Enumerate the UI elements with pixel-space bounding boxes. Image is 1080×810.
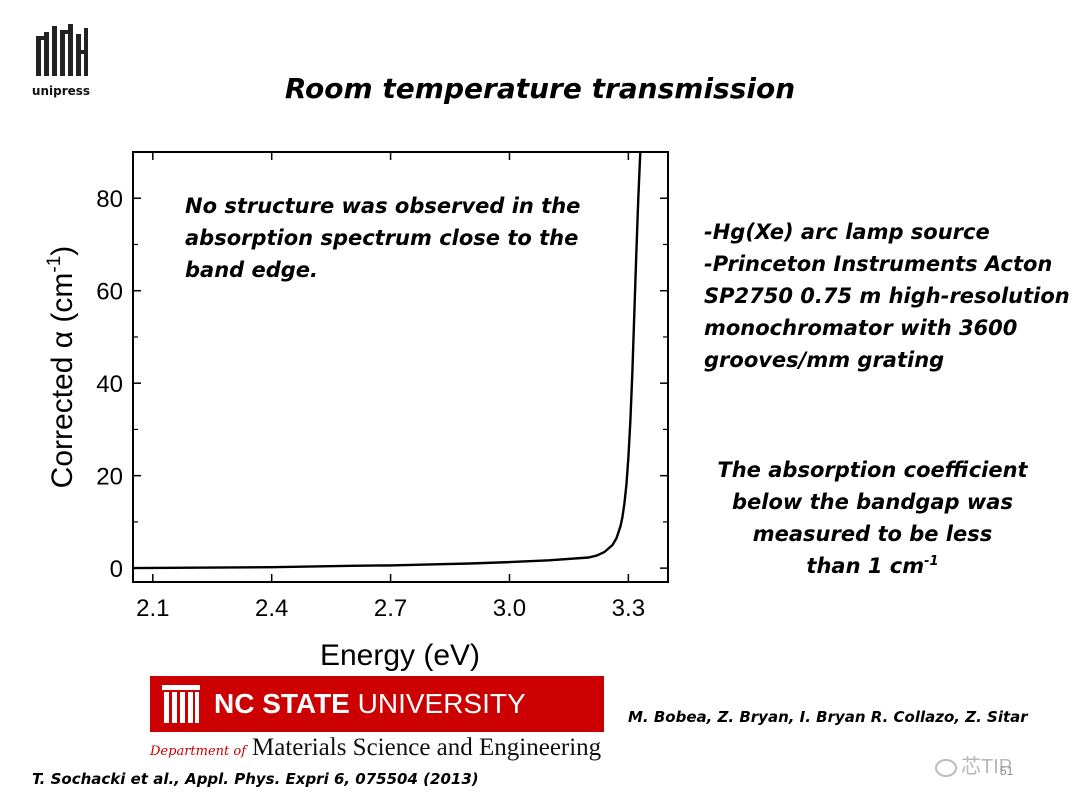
y-axis-label: Corrected α (cm-1) — [44, 246, 79, 489]
ncsu-building-icon — [162, 685, 200, 723]
annotation-line: absorption spectrum close to the — [185, 226, 579, 250]
y-tick-label: 80 — [96, 186, 123, 213]
watermark: 芯TIP — [935, 750, 1012, 779]
equipment-line: SP2750 0.75 m high-resolution — [704, 284, 1070, 308]
y-axis-label-main: Corrected α (cm — [46, 273, 79, 489]
department-prefix: Department of — [150, 744, 247, 759]
y-axis-label-tail: ) — [46, 246, 79, 256]
x-tick-label: 2.4 — [255, 595, 288, 622]
x-axis-ticks: 2.1 2.4 2.7 3.0 3.3 — [136, 152, 645, 622]
absorption-line: The absorption coefficient — [717, 458, 1028, 482]
department-title: Materials Science and Engineering — [252, 734, 602, 761]
page-number: 51 — [1000, 764, 1014, 778]
absorption-line: measured to be less — [752, 522, 993, 546]
chart-annotation: No structure was observed in the absorpt… — [185, 190, 605, 286]
plot-frame — [132, 151, 669, 583]
absorption-last-line: than 1 cm — [806, 554, 925, 578]
university-name-bold: NC STATE — [214, 688, 350, 719]
x-tick-label: 3.3 — [612, 595, 645, 622]
ncsu-banner: NC STATE UNIVERSITY — [150, 676, 604, 732]
university-name: NC STATE UNIVERSITY — [214, 688, 526, 720]
absorption-unit-sup: -1 — [924, 554, 939, 569]
equipment-line: grooves/mm grating — [704, 348, 945, 372]
x-tick-label: 2.7 — [374, 595, 407, 622]
annotation-line: band edge. — [185, 258, 319, 282]
author-list: M. Bobea, Z. Bryan, I. Bryan R. Collazo,… — [628, 708, 1028, 726]
absorption-line: below the bandgap was — [732, 490, 1013, 514]
logo-text: unipress — [31, 84, 91, 98]
y-tick-label: 20 — [96, 464, 123, 491]
x-tick-label: 2.1 — [136, 595, 169, 622]
x-axis-label: Energy (eV) — [320, 639, 480, 672]
wechat-icon — [935, 758, 957, 777]
university-name-rest: UNIVERSITY — [349, 688, 526, 719]
x-tick-label: 3.0 — [493, 595, 526, 622]
y-axis-ticks: 0 20 40 60 80 — [96, 151, 668, 583]
unipress-logo-icon — [36, 24, 88, 76]
absorption-note: The absorption coefficient below the ban… — [700, 454, 1045, 582]
equipment-line: -Princeton Instruments Acton — [704, 252, 1053, 276]
equipment-list: -Hg(Xe) arc lamp source -Princeton Instr… — [704, 216, 1070, 376]
equipment-line: monochromator with 3600 — [704, 316, 1018, 340]
absorption-line: than 1 cm-1 — [700, 550, 1045, 582]
y-axis-label-sup: -1 — [44, 256, 65, 273]
annotation-line: No structure was observed in the — [185, 194, 581, 218]
equipment-line: -Hg(Xe) arc lamp source — [704, 220, 990, 244]
absorption-curve — [132, 151, 642, 570]
y-tick-label: 40 — [96, 371, 123, 398]
y-tick-label: 0 — [110, 556, 123, 583]
reference-citation: T. Sochacki et al., Appl. Phys. Expri 6,… — [32, 770, 479, 788]
y-tick-label: 60 — [96, 279, 123, 306]
absorption-chart: 2.1 2.4 2.7 3.0 3.3 0 20 40 60 80 Energy (eV) Co… — [44, 151, 669, 672]
department-name: Department of Materials Science and Engin… — [150, 734, 601, 762]
watermark-text: 芯TIP — [961, 756, 1013, 778]
slide-title: Room temperature transmission — [284, 72, 796, 105]
